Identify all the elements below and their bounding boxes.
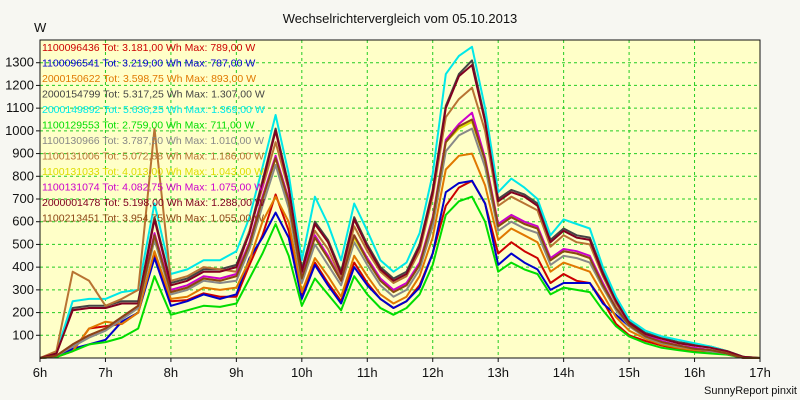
legend-entry-8: 1100131006 Tot: 5.072,88 Wh Max: 1.186,0…: [42, 151, 264, 163]
series-line-3: [39, 152, 760, 359]
legend: 1100096436 Tot: 3.181,00 Wh Max: 789,00 …: [42, 42, 265, 225]
y-tick-label: 1200: [5, 77, 34, 92]
x-tick-label: 13h: [487, 365, 509, 380]
legend-entry-11: 2000001478 Tot: 5.198,00 Wh Max: 1.288,0…: [42, 197, 265, 209]
series-line-6: [39, 195, 760, 359]
footer-credit: SunnyReport pinxit: [704, 385, 797, 397]
y-axis-ticks: 100 200 300 400 500 600 700 800 900 1000 1100 1200 1…: [5, 55, 40, 342]
x-tick-label: 11h: [357, 365, 378, 380]
legend-entry-4: 2000154799 Tot: 5.317,25 Wh Max: 1.307,0…: [42, 89, 265, 101]
y-tick-label: 1000: [5, 123, 34, 138]
y-tick-label: 100: [12, 327, 34, 342]
legend-entry-1: 1100096436 Tot: 3.181,00 Wh Max: 789,00 …: [42, 42, 255, 54]
y-tick-label: 300: [12, 282, 34, 297]
legend-entry-7: 1100130966 Tot: 3.787,50 Wh Max: 1.010,0…: [42, 135, 264, 147]
x-tick-label: 8h: [164, 365, 178, 380]
x-tick-label: 12h: [422, 365, 444, 380]
x-tick-label: 14h: [553, 365, 575, 380]
y-tick-label: 600: [12, 214, 34, 229]
y-tick-label: 200: [12, 305, 34, 320]
x-tick-label: 15h: [618, 365, 640, 380]
series-line-11: [39, 64, 761, 359]
legend-entry-3: 2000150622 Tot: 3.598,75 Wh Max: 893,00 …: [42, 73, 256, 85]
legend-entry-12: 1100213451 Tot: 3.954,75 Wh Max: 1.055,0…: [42, 213, 264, 225]
y-tick-label: 400: [12, 259, 34, 274]
x-tick-label: 10h: [291, 365, 313, 380]
y-axis-unit-label: W: [34, 20, 47, 35]
y-tick-label: 500: [12, 236, 34, 251]
x-tick-label: 7h: [98, 365, 112, 380]
legend-entry-10: 1100131074 Tot: 4.082,75 Wh Max: 1.075,0…: [42, 182, 264, 194]
series-line-12: [39, 118, 760, 359]
y-tick-label: 1300: [5, 55, 34, 70]
x-tick-label: 17h: [749, 365, 771, 380]
legend-entry-2: 1100096541 Tot: 3.219,00 Wh Max: 787,00 …: [42, 58, 255, 70]
y-tick-label: 800: [12, 168, 34, 183]
x-tick-label: 9h: [229, 365, 243, 380]
y-tick-label: 1100: [6, 100, 34, 115]
x-axis-ticks: 6h 7h 8h 9h 10h 11h 12h 13h 14h 15h 16h 17h: [33, 358, 771, 380]
series-layer: [39, 45, 761, 359]
x-tick-label: 6h: [33, 365, 47, 380]
x-tick-label: 16h: [684, 365, 706, 380]
legend-entry-5: 2000149892 Tot: 5.636,25 Wh Max: 1.369,0…: [42, 104, 265, 116]
y-tick-label: 700: [12, 191, 34, 206]
y-tick-label: 900: [12, 146, 34, 161]
series-line-5: [39, 45, 761, 359]
legend-entry-6: 1100129553 Tot: 2.759,00 Wh Max: 711,00 …: [42, 120, 255, 132]
chart-title: Wechselrichtervergleich vom 05.10.2013: [283, 11, 518, 26]
legend-entry-9: 1100131033 Tot: 4.013,00 Wh Max: 1.043,0…: [42, 166, 264, 178]
